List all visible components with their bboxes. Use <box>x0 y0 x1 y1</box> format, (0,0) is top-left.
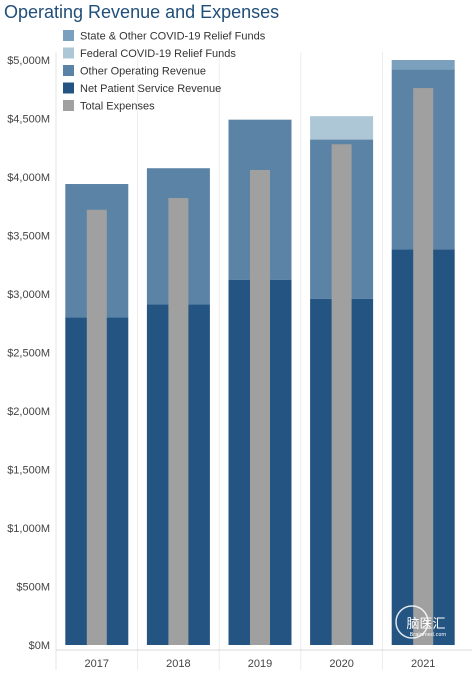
legend-label: Net Patient Service Revenue <box>80 83 221 95</box>
chart-title: Operating Revenue and Expenses <box>4 2 280 22</box>
legend-label: State & Other COVID-19 Relief Funds <box>80 31 266 43</box>
expense-bar[interactable] <box>86 209 107 645</box>
legend-swatch <box>63 47 74 59</box>
watermark-text: 脑医汇 <box>406 617 445 632</box>
x-tick-label: 2017 <box>85 658 109 670</box>
x-tick-label: 2021 <box>411 658 435 670</box>
x-tick-label: 2019 <box>248 658 272 670</box>
y-tick-label: $4,000M <box>7 172 50 184</box>
x-tick-label: 2020 <box>329 658 353 670</box>
expense-bar[interactable] <box>413 88 434 645</box>
legend-label: Other Operating Revenue <box>80 66 206 78</box>
bar-segment[interactable] <box>391 60 455 70</box>
legend: State & Other COVID-19 Relief Funds Feder… <box>63 30 266 113</box>
watermark-subtext: Brainmed.com <box>410 632 447 638</box>
watermark-logo-icon <box>395 605 429 639</box>
y-tick-label: $1,000M <box>7 523 50 535</box>
bar-segment[interactable] <box>310 116 374 140</box>
legend-swatch <box>63 82 74 94</box>
expense-bar[interactable] <box>168 198 189 645</box>
expense-bar[interactable] <box>331 144 352 646</box>
bars-layer <box>65 60 455 646</box>
y-tick-label: $2,500M <box>7 348 50 360</box>
axis-layer: $0M $500M $1,000M $1,500M $2,000M $2,500M $3,0… <box>7 52 472 670</box>
y-tick-label: $2,000M <box>7 406 50 418</box>
y-tick-label: $500M <box>16 582 50 594</box>
legend-swatch <box>63 100 74 111</box>
y-tick-label: $0M <box>29 640 50 652</box>
expense-bar[interactable] <box>250 169 270 646</box>
y-tick-label: $4,500M <box>7 114 50 126</box>
y-tick-label: $3,500M <box>7 231 50 243</box>
legend-label: Federal COVID-19 Relief Funds <box>80 48 236 60</box>
legend-swatch <box>63 65 74 76</box>
legend-label: Total Expenses <box>80 101 155 113</box>
y-tick-label: $3,000M <box>7 289 50 301</box>
y-tick-label: $1,500M <box>7 465 50 477</box>
legend-swatch <box>63 30 74 41</box>
x-tick-label: 2018 <box>166 658 190 670</box>
y-tick-label: $5,000M <box>7 55 50 67</box>
